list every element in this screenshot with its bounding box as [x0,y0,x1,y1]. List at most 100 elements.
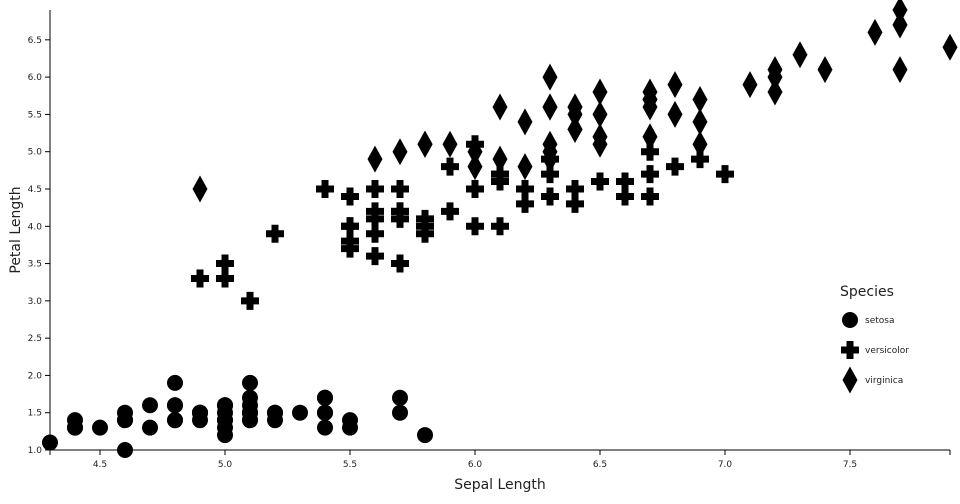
versicolor-point [366,247,384,266]
legend-item-label: versicolor [865,346,909,356]
x-tick-label: 6.5 [593,460,607,470]
versicolor-point [366,224,384,243]
versicolor-point [341,239,359,258]
y-tick-label: 2.0 [28,371,43,381]
y-tick-label: 4.0 [28,222,43,232]
setosa-point [317,404,333,421]
versicolor-point [441,157,459,176]
setosa-point [92,419,108,436]
virginica-point [742,71,758,99]
x-tick-label: 7.0 [718,460,733,470]
virginica-point [192,175,208,203]
data-points [42,0,958,458]
setosa-point [167,374,183,391]
y-tick-label: 3.5 [28,260,42,270]
virginica-point [517,108,533,136]
x-tick-label: 5.5 [343,460,357,470]
versicolor-point [666,157,684,176]
versicolor-point [366,202,384,221]
versicolor-point [191,269,209,288]
virginica-point [592,123,608,151]
virginica-point [767,63,783,91]
x-tick-label: 6.0 [468,460,483,470]
versicolor-point [641,187,659,206]
y-tick-label: 6.5 [28,36,42,46]
versicolor-point [541,165,559,184]
versicolor-point [591,172,609,191]
y-tick-label: 2.5 [28,334,42,344]
virginica-point [492,93,508,121]
setosa-point [67,419,83,436]
setosa-point [317,389,333,406]
legend-item-label: setosa [865,316,894,326]
versicolor-point [391,179,409,198]
versicolor-point [441,202,459,221]
virginica-point [467,153,483,181]
y-axis-label: Petal Length [8,186,24,273]
versicolor-point [541,187,559,206]
virginica-point [567,115,583,143]
legend-cross-icon [841,341,859,359]
x-tick-label: 4.5 [93,460,107,470]
versicolor-point [341,187,359,206]
versicolor-point [516,179,534,198]
virginica-point [892,56,908,84]
versicolor-point [216,254,234,273]
setosa-point [117,412,133,429]
versicolor-point [341,217,359,236]
virginica-point [767,78,783,106]
versicolor-point [416,217,434,236]
virginica-point [942,33,958,61]
versicolor-point [566,179,584,198]
setosa-point [217,397,233,414]
versicolor-point [466,179,484,198]
setosa-point [167,412,183,429]
versicolor-point [616,172,634,191]
y-axis: 1.0 1.5 2.0 2.5 3.0 3.5 4.0 4.5 5.0 5.5 6.0 6.5 [28,10,51,456]
x-tick-label: 5.0 [218,460,233,470]
versicolor-point [691,150,709,169]
versicolor-point [216,269,234,288]
versicolor-point [316,179,334,198]
y-tick-label: 3.0 [28,297,43,307]
versicolor-point [641,165,659,184]
virginica-point [592,100,608,128]
setosa-point [167,397,183,414]
virginica-point [667,100,683,128]
virginica-point [492,145,508,173]
virginica-point [867,18,883,46]
legend-circle-icon [842,312,858,328]
versicolor-point [466,217,484,236]
virginica-point [542,138,558,166]
y-tick-label: 6.0 [28,73,43,83]
y-tick-label: 5.5 [28,110,42,120]
versicolor-point [716,165,734,184]
virginica-point [542,93,558,121]
x-tick-label: 7.5 [843,460,857,470]
setosa-point [242,374,258,391]
virginica-point [542,63,558,91]
x-axis: 4.5 5.0 5.5 6.0 6.5 7.0 7.5 [49,449,951,470]
virginica-point [567,100,583,128]
legend-diamond-icon [842,366,858,394]
versicolor-point [566,194,584,213]
versicolor-point [366,179,384,198]
versicolor-point [266,224,284,243]
versicolor-point [641,142,659,161]
y-tick-label: 5.0 [28,148,43,158]
versicolor-point [391,254,409,273]
y-tick-label: 1.5 [28,409,42,419]
setosa-point [242,397,258,414]
versicolor-point [516,194,534,213]
versicolor-point [616,187,634,206]
setosa-point [417,427,433,444]
virginica-point [642,85,658,113]
versicolor-point [491,217,509,236]
virginica-point [692,130,708,158]
y-tick-label: 1.0 [28,446,43,456]
virginica-point [692,85,708,113]
setosa-point [217,412,233,429]
virginica-point [642,123,658,151]
versicolor-point [241,291,259,310]
